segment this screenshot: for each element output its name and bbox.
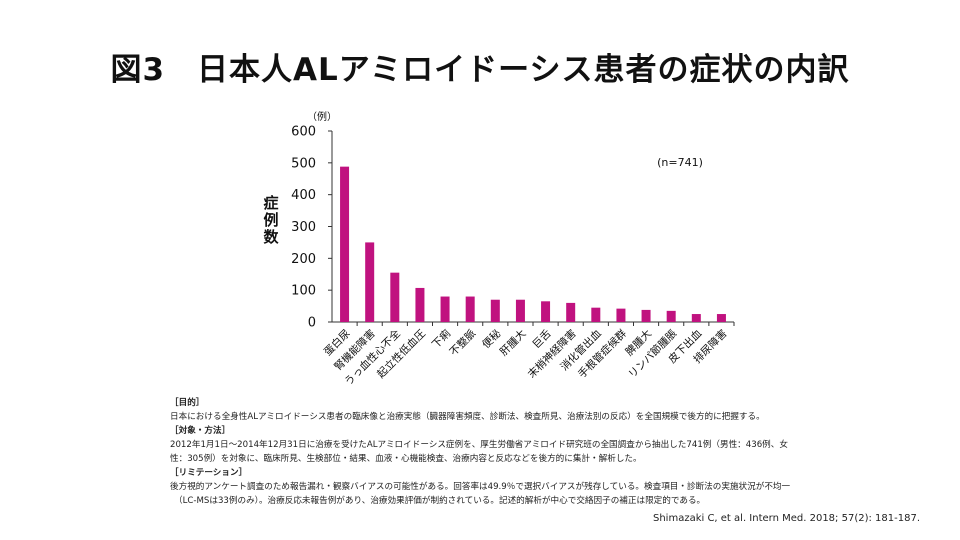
bar [465, 296, 475, 322]
bar [415, 287, 425, 322]
y-tick-label: 400 [291, 188, 316, 203]
y-axis-title: 症例数 [263, 194, 279, 246]
y-tick-label: 600 [291, 125, 316, 140]
y-tick-label: 300 [291, 220, 316, 235]
bar [716, 314, 726, 322]
limitations-text-1: 後方視的アンケート調査のため報告漏れ・観察バイアスの可能性がある。回答率は49.… [170, 482, 791, 492]
bar [390, 272, 400, 322]
limitations-heading: ［リミテーション］ [170, 468, 248, 478]
y-tick-label: 200 [291, 252, 316, 267]
y-unit-label: （例） [307, 110, 337, 123]
bar [566, 302, 576, 322]
sample-size-annotation: (n=741) [657, 156, 703, 169]
bar [541, 301, 551, 322]
notes-section: ［目的］ 日本における全身性ALアミロイドーシス患者の臨床像と治療実態（臓器障害… [170, 396, 870, 508]
limitations-text-2: （LC-MSは33例のみ）。治療反応未報告例があり、治療効果評価が制約されている… [174, 496, 706, 506]
purpose-text: 日本における全身性ALアミロイドーシス患者の臨床像と治療実態（臓器障害頻度、診断… [170, 412, 765, 422]
bar [591, 307, 601, 322]
x-tick-label: 不整脈 [447, 327, 479, 359]
bar [616, 308, 626, 322]
purpose-heading: ［目的］ [170, 398, 205, 408]
bar [490, 299, 500, 322]
bar [641, 309, 651, 322]
bar [515, 299, 525, 322]
bar [691, 314, 701, 322]
methods-heading: ［対象・方法］ [170, 426, 231, 436]
x-tick-label: 肝腫大 [497, 327, 529, 359]
bar [365, 242, 375, 322]
y-tick-label: 100 [291, 284, 316, 299]
bar [440, 296, 450, 322]
methods-text-2: 性：305例）を対象に、臨床所見、生検部位・結果、血液・心機能検査、治療内容と反… [170, 454, 642, 464]
y-tick-label: 0 [308, 316, 316, 331]
slide-title: 図3 日本人ALアミロイドーシス患者の症状の内訳 [110, 52, 850, 88]
bar-chart: 0100200300400500600（例）症例数(n=741)蛋白尿腎機能障害… [263, 110, 735, 388]
bar [340, 166, 350, 322]
bar [666, 310, 676, 322]
citation: Shimazaki C, et al. Intern Med. 2018; 57… [652, 513, 920, 524]
methods-text-1: 2012年1月1日～2014年12月31日に治療を受けたALアミロイドーシス症例… [170, 440, 788, 450]
y-tick-label: 500 [291, 156, 316, 171]
